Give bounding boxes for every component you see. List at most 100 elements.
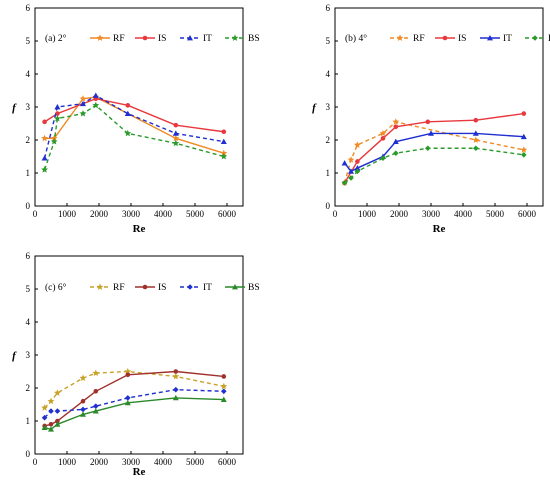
legend-marker-IT [187,35,193,41]
data-point-BS [53,114,61,122]
y-tick-label: 0 [26,201,31,211]
legend-label-RF: RF [113,34,125,44]
series-BS [41,101,228,173]
series-line-IT [344,132,524,173]
y-tick-label: 6 [26,251,31,261]
data-point-IT [92,92,99,98]
data-point-RF [353,141,361,148]
data-point-BS [124,129,132,137]
data-point-RF [172,134,180,142]
data-point-IT [48,408,54,414]
series-line-BS [344,147,524,184]
data-point-RF [220,149,228,157]
data-point-RF [520,146,528,153]
y-tick-label: 3 [326,102,331,112]
data-point-IT [54,104,61,110]
legend-label-IS: IS [158,34,166,44]
legend-marker-RF [96,283,104,290]
series-BS [41,394,227,432]
legend-label-BS: BS [548,34,550,44]
series-line-BS [44,397,224,431]
data-point-RF [124,367,132,375]
data-point-IT [520,133,527,140]
x-tick-label: 1000 [358,209,377,219]
chart-panel-1: 0 1000 2000 3000 4000 5000 6000 0 1 2 3 4 5 6 Re f (a) 2… [12,3,259,235]
y-tick-label: 1 [326,168,331,178]
series-RF [41,367,228,411]
data-point-RF [41,134,49,142]
series-BS [341,145,527,186]
legend: (a) 2° RF IS IT BS [45,33,260,44]
x-tick-label: 6000 [218,457,237,467]
y-axis-title: f [312,102,317,114]
data-point-BS [220,396,227,402]
data-point-IS [393,124,399,130]
data-point-IT [54,408,61,414]
data-point-IT [220,138,227,145]
data-point-IT [125,395,131,401]
data-point-IS [173,122,179,128]
x-tick-label: 5000 [186,457,205,467]
x-tick-label: 5000 [186,209,205,219]
legend-label-IT: IT [503,34,512,44]
x-tick-label: 2000 [90,457,109,467]
data-point-BS [380,155,386,161]
data-point-IS [221,129,227,135]
series-IS [42,96,227,135]
data-point-BS [54,421,61,427]
data-point-IT [172,130,179,136]
legend-label-IT: IT [203,283,212,293]
legend-label-BS: BS [248,34,260,44]
data-point-RF [92,369,100,377]
legend-label-IT: IT [203,34,212,44]
data-point-IS [425,119,431,125]
y-tick-label: 4 [326,69,331,79]
data-point-IS [93,389,99,394]
legend-marker-RF [396,34,404,41]
x-tick-label: 2000 [90,209,109,219]
data-point-RF [347,156,355,163]
data-point-IT [428,130,434,136]
data-point-IS [48,422,54,427]
data-point-BS [48,426,54,432]
data-point-BS [473,145,479,152]
data-point-BS [220,152,228,160]
y-tick-label: 4 [26,69,31,79]
y-tick-label: 1 [26,416,31,426]
data-point-BS [172,139,180,147]
data-point-BS [79,110,87,117]
y-axis-title: f [12,102,17,114]
data-point-BS [80,411,86,417]
data-point-RF [50,134,58,142]
data-point-BS [425,145,431,152]
legend-label-RF: RF [413,34,425,44]
x-tick-label: 3000 [422,209,441,219]
panel-label: (c) 6° [45,282,67,293]
chart-panel-3: 0 1000 2000 3000 4000 5000 6000 0 1 2 3 4 5 6 Re f (c) 6… [12,251,259,478]
data-point-IT [173,386,179,393]
y-tick-label: 0 [26,449,31,459]
legend-marker-IS [142,35,148,41]
x-tick-label: 4000 [454,209,473,219]
data-point-RF [472,136,480,143]
y-tick-label: 6 [26,3,31,13]
data-point-BS [124,399,131,406]
data-point-IS [521,111,527,116]
data-point-IT [221,388,227,395]
legend-marker-BS [532,35,538,41]
data-point-BS [341,180,348,186]
data-point-IS [55,418,60,424]
data-point-IT [124,110,131,116]
series-line-IT [43,94,224,159]
series-line-RF [343,121,524,184]
data-point-IT [392,138,399,145]
data-point-BS [354,168,361,175]
panel-label: (a) 2° [45,33,67,44]
legend-marker-BS [232,284,238,290]
x-tick-label: 2000 [390,209,409,219]
series-RF [341,118,528,186]
data-point-BS [41,166,49,173]
data-point-IS [221,374,227,379]
series-IT [41,92,227,161]
series-line-BS [43,104,224,170]
